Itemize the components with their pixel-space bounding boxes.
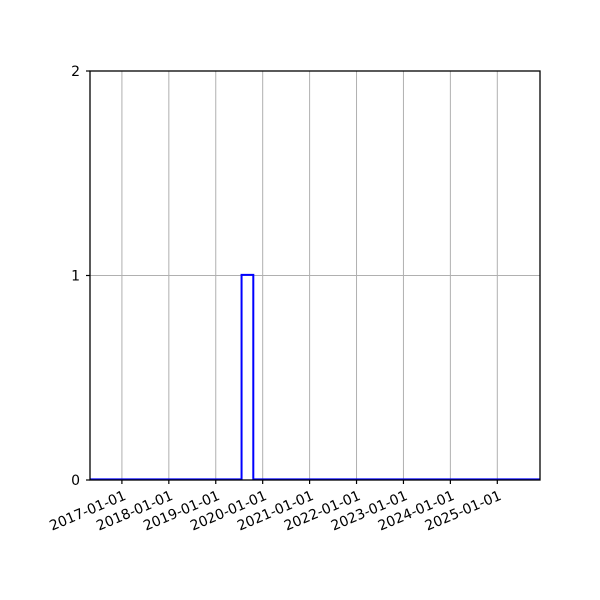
y-tick-label: 1 bbox=[71, 269, 80, 285]
y-tick-label: 0 bbox=[71, 473, 80, 489]
y-tick-label: 2 bbox=[71, 64, 80, 80]
